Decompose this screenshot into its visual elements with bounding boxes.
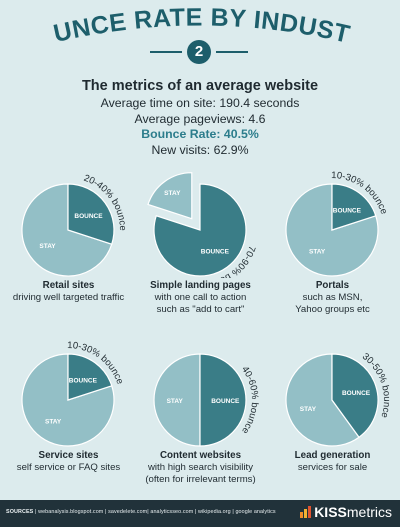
- chart-service-sites: BOUNCE STAY 10-30% bounce Service sites se…: [2, 330, 135, 474]
- title-art: BOUNCE RATE BY INDUSTRY: [0, 0, 353, 44]
- metrics-title: The metrics of an average website: [81, 78, 319, 94]
- bounce-slice: [67, 183, 115, 245]
- section-number-badge: 2: [187, 40, 211, 64]
- svg-text:BOUNCE RATE BY INDUSTRY: BOUNCE RATE BY INDUSTRY: [0, 0, 353, 44]
- chart-caption-line: such as MSN,: [302, 292, 363, 303]
- pie-slices: BOUNCE STAY: [153, 353, 247, 447]
- chart-title: Retail sites: [42, 280, 95, 291]
- stay-slice: [21, 183, 113, 277]
- chart-title: Portals: [315, 280, 350, 291]
- bounce-slice: [331, 183, 377, 231]
- bounce-slice: [331, 353, 379, 439]
- divider-line-right: [216, 51, 248, 53]
- chart-title: Content websites: [159, 450, 242, 461]
- chart-caption-line: driving well targeted traffic: [12, 292, 125, 303]
- bounce-label: BOUNCE: [211, 398, 240, 405]
- pie-slices: BOUNCE STAY: [147, 172, 247, 277]
- chart-caption-line: with high search visibility: [147, 462, 254, 473]
- bounce-label: BOUNCE: [69, 378, 98, 385]
- chart-caption-line: with one call to action: [154, 292, 247, 303]
- metric-bounce-rate: Bounce Rate: 40.5%: [141, 127, 259, 141]
- title-divider: 2: [0, 40, 400, 64]
- stay-slice: [285, 353, 360, 447]
- stay-label: STAY: [300, 406, 317, 413]
- footer: SOURCES | webanalysis.blogspot.com | sav…: [0, 500, 400, 527]
- stay-label: STAY: [45, 418, 62, 425]
- kissmetrics-logo: KISSmetrics: [300, 504, 392, 520]
- chart-caption-line: such as "add to cart": [156, 304, 245, 315]
- bounce-slice: [199, 353, 247, 447]
- chart-lead-generation: BOUNCE STAY 30-50% bounce Lead generation …: [266, 330, 399, 474]
- metric-pageviews: Average pageviews: 4.6: [134, 111, 266, 126]
- chart-title: Lead generation: [294, 450, 371, 461]
- stay-label: STAY: [167, 398, 184, 405]
- chart-title: Simple landing pages: [150, 280, 251, 291]
- kissmetrics-logo-icon: [300, 506, 312, 518]
- bounce-label: BOUNCE: [342, 390, 371, 397]
- brand-prefix: KISS: [314, 504, 347, 520]
- bounce-label: BOUNCE: [74, 213, 103, 220]
- sources-label: SOURCES: [6, 509, 34, 515]
- stay-slice: [153, 353, 201, 447]
- sources-line: SOURCES | webanalysis.blogspot.com | sav…: [6, 509, 276, 515]
- stay-label: STAY: [164, 190, 181, 197]
- stay-slice: [147, 172, 193, 220]
- chart-caption-line: services for sale: [297, 462, 368, 473]
- chart-caption-line: (often for irrelevant terms): [145, 474, 256, 485]
- sources-list: webanalysis.blogspot.com | savedelete.co…: [38, 509, 276, 515]
- metric-new-visits: New visits: 62.9%: [151, 142, 249, 157]
- bounce-label: BOUNCE: [201, 248, 230, 255]
- chart-caption-line: Yahoo groups etc: [295, 304, 370, 315]
- average-metrics: The metrics of an average website Averag…: [0, 78, 400, 158]
- pie-slices: BOUNCE STAY: [285, 183, 379, 277]
- bounce-label: BOUNCE: [333, 208, 362, 215]
- brand-suffix: metrics: [346, 504, 392, 520]
- stay-label: STAY: [309, 248, 326, 255]
- chart-portals: BOUNCE STAY 10-30% bounce Portals such as …: [266, 160, 399, 316]
- bounce-slice: [153, 183, 247, 277]
- chart-caption-line: self service or FAQ sites: [16, 462, 121, 473]
- chart-title: Service sites: [38, 450, 99, 461]
- chart-content-websites: BOUNCE STAY 40-60% bounce Content websites…: [134, 330, 267, 486]
- metric-time-on-site: Average time on site: 190.4 seconds: [100, 96, 300, 110]
- chart-retail-sites: BOUNCE STAY 20-40% bounce Retail sites dri…: [2, 160, 135, 304]
- page-title: BOUNCE RATE BY INDUSTRY: [0, 0, 352, 44]
- pie-slices: BOUNCE STAY: [21, 183, 115, 277]
- divider-line-left: [150, 51, 182, 53]
- pie-slices: BOUNCE STAY: [285, 353, 379, 447]
- stay-label: STAY: [39, 243, 56, 250]
- pie-slices: BOUNCE STAY: [21, 353, 115, 447]
- bounce-slice: [67, 353, 113, 401]
